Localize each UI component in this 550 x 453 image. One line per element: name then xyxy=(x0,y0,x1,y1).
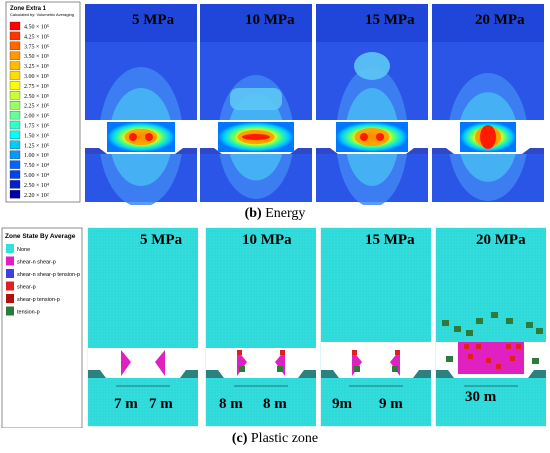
legend-label: None xyxy=(17,247,30,253)
legend-swatch xyxy=(9,101,21,110)
energy-figure: Zone Extra 1 Calculated by: Volumetric A… xyxy=(0,0,550,207)
pressure-label-20: 20 MPa xyxy=(475,12,525,28)
plastic-plot-4 xyxy=(435,227,546,427)
legend-value: 3.75 × 10⁵ xyxy=(24,44,49,50)
legend-swatch xyxy=(9,190,21,199)
width-label-5a: 7 m xyxy=(114,396,138,412)
caption-b-text: Energy xyxy=(261,206,306,221)
width-label-10a: 8 m xyxy=(219,396,243,412)
legend-value: 3.50 × 10⁵ xyxy=(24,54,49,60)
legend-swatch xyxy=(9,150,21,159)
width-label-20: 30 m xyxy=(465,389,497,405)
pressure-label-c-5: 5 MPa xyxy=(140,232,183,248)
legend-value: 1.50 × 10⁵ xyxy=(24,133,49,139)
width-label-15b: 9 m xyxy=(379,396,403,412)
energy-plot-1 xyxy=(85,4,197,207)
caption-b: (b) Energy xyxy=(0,206,550,222)
legend-swatch xyxy=(9,41,21,50)
legend-swatch xyxy=(9,31,21,41)
legend-value: 4.25 × 10⁵ xyxy=(24,34,49,40)
legend-label: tension-p xyxy=(17,310,40,316)
legend-swatch xyxy=(9,180,21,189)
legend-swatch xyxy=(9,160,21,169)
legend-swatch xyxy=(9,110,21,120)
legend-value: 2.75 × 10⁵ xyxy=(24,84,49,90)
legend-swatch xyxy=(9,140,21,149)
legend-swatch xyxy=(9,51,21,60)
legend-label: shear-n shear-p xyxy=(17,260,56,266)
energy-plot-4 xyxy=(432,4,544,202)
legend-swatch xyxy=(6,294,14,303)
legend-value: 1.25 × 10⁵ xyxy=(24,143,49,149)
pressure-label-c-15: 15 MPa xyxy=(365,232,415,248)
legend-title-c: Zone State By Average xyxy=(5,233,76,240)
width-label-5b: 7 m xyxy=(149,396,173,412)
legend-swatch xyxy=(6,244,14,253)
legend-swatch xyxy=(9,130,21,140)
energy-plot-3 xyxy=(316,4,428,207)
legend-swatch xyxy=(9,170,21,179)
legend-value: 2.50 × 10⁵ xyxy=(24,94,49,100)
legend-swatch xyxy=(6,256,14,266)
plastic-zone-figure: Zone State By Average None shear-n shear-… xyxy=(0,226,550,429)
width-label-10b: 8 m xyxy=(263,396,287,412)
legend-subtitle: Calculated by: Volumetric Averaging xyxy=(10,12,74,17)
plastic-plot-1 xyxy=(87,227,198,427)
legend-value: 3.25 × 10⁵ xyxy=(24,64,49,70)
legend-label: shear-p tension-p xyxy=(17,297,60,303)
legend-title: Zone Extra 1 xyxy=(10,6,47,12)
legend-value: 4.50 × 10⁵ xyxy=(24,25,49,31)
legend-value: 2.00 × 10⁵ xyxy=(24,114,49,120)
legend-value: 2.20 × 10² xyxy=(24,193,49,199)
legend-swatch xyxy=(9,61,21,70)
pressure-label-c-20: 20 MPa xyxy=(476,232,526,248)
legend-swatch xyxy=(6,281,14,291)
caption-c: (c) Plastic zone xyxy=(0,431,550,447)
legend-value: 2.50 × 10⁴ xyxy=(24,183,49,189)
legend-swatch xyxy=(9,81,21,90)
legend-value: 1.75 × 10⁵ xyxy=(24,124,49,130)
legend-value: 5.00 × 10⁴ xyxy=(24,173,49,179)
legend-swatch xyxy=(9,21,21,31)
pressure-label-5: 5 MPa xyxy=(132,12,175,28)
legend-swatch xyxy=(9,71,21,80)
legend-value: 1.00 × 10⁵ xyxy=(24,153,49,159)
legend-value: 2.25 × 10⁵ xyxy=(24,104,49,110)
caption-c-text: Plastic zone xyxy=(247,431,319,446)
legend-swatch xyxy=(9,120,21,130)
legend-swatch xyxy=(6,306,14,316)
pressure-label-c-10: 10 MPa xyxy=(242,232,292,248)
legend-label: shear-p xyxy=(17,285,36,291)
plastic-plot-3 xyxy=(320,227,431,427)
panel-c-plastic-zone: Zone State By Average None shear-n shear-… xyxy=(0,226,550,429)
panel-b-energy: Zone Extra 1 Calculated by: Volumetric A… xyxy=(0,0,550,207)
legend-swatch xyxy=(9,91,21,100)
legend-label: shear-n shear-p tension-p xyxy=(17,272,80,278)
energy-plot-2 xyxy=(200,4,312,202)
pressure-label-15: 15 MPa xyxy=(365,12,415,28)
plastic-legend: Zone State By Average None shear-n shear-… xyxy=(1,227,83,429)
legend-swatch xyxy=(6,269,14,278)
legend-value: 3.00 × 10⁵ xyxy=(24,74,49,80)
width-label-15a: 9m xyxy=(332,396,353,412)
pressure-label-10: 10 MPa xyxy=(245,12,295,28)
energy-legend: Zone Extra 1 Calculated by: Volumetric A… xyxy=(5,1,81,203)
caption-b-letter: (b) xyxy=(244,206,262,221)
legend-value: 7.50 × 10⁴ xyxy=(24,163,49,169)
caption-c-letter: (c) xyxy=(231,431,248,446)
plastic-plot-2 xyxy=(205,227,316,427)
